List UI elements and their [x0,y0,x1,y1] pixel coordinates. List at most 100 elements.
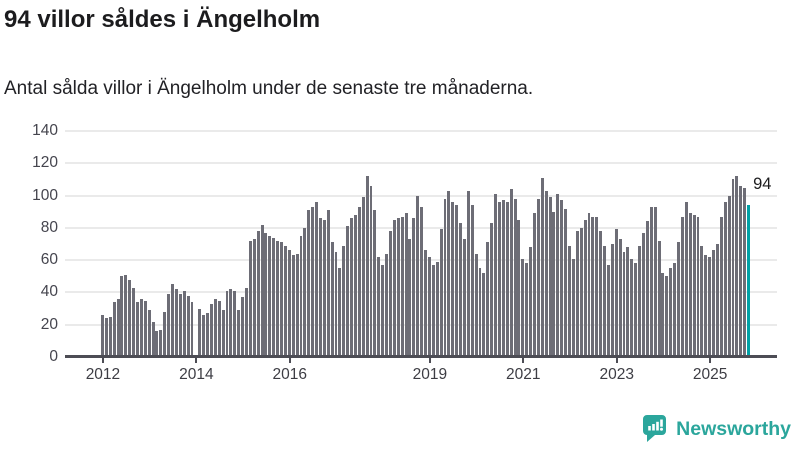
bar [614,229,618,357]
bar [688,213,692,357]
bar [478,268,482,357]
bar [295,253,299,357]
bar [700,245,704,357]
bar [365,176,369,357]
x-axis-label: 2014 [179,366,214,383]
chart-subtitle: Antal sålda villor i Ängelholm under de … [4,78,534,99]
plot-area: 94 [65,130,777,357]
bar [171,284,174,357]
bar [260,224,264,357]
bar [252,239,256,357]
bar [692,214,696,357]
bar [136,302,139,357]
bar [447,190,451,357]
bar [206,313,210,357]
bar [213,298,217,357]
bar [361,197,365,357]
bar [544,190,548,357]
bar [661,273,665,357]
bar [283,245,287,357]
bar [299,235,303,357]
bar [338,268,342,357]
bar [571,258,575,357]
bar [494,193,498,357]
bar [334,252,338,357]
x-axis-tick [428,358,431,363]
bar [174,289,178,357]
bar [108,316,112,357]
bar [622,252,626,357]
bar [431,265,435,357]
bar [198,308,202,357]
bar [404,213,408,357]
bar [104,318,108,357]
gridline [65,162,777,165]
bar [564,208,568,357]
bar [618,239,622,357]
bar [665,276,669,357]
bar [427,256,431,357]
x-axis-tick [195,358,198,363]
bar [498,202,501,357]
bar [599,231,603,357]
bar [727,195,731,357]
bar [443,198,447,357]
bar [482,273,486,357]
bar [466,190,470,357]
bar [128,279,132,357]
bar [311,206,315,357]
bar [533,213,536,357]
y-axis-label: 20 [40,315,58,333]
bar [529,247,533,357]
bar [221,310,225,357]
x-axis-tick [522,358,525,363]
bar [248,240,252,357]
bar [318,218,322,357]
bar [739,185,743,357]
bar [330,242,334,357]
bar [291,255,295,357]
x-axis-label: 2016 [272,366,307,383]
x-axis-label: 2019 [412,366,448,383]
bar [326,210,330,357]
x-axis-tick [288,358,291,363]
bar [470,205,474,357]
bar [147,310,151,357]
bar [673,263,677,357]
bar [735,176,739,357]
bar [241,297,245,357]
bar [342,245,346,357]
bar [474,253,478,357]
bar [416,195,420,357]
brand-logo: Newsworthy [643,415,791,443]
x-axis-tick [615,358,618,363]
bar [587,213,591,357]
bar [521,258,525,357]
bar [451,202,455,357]
bar [346,226,350,357]
brand-name: Newsworthy [676,417,791,440]
bar [455,205,459,357]
bar [525,263,529,357]
bar [389,231,392,357]
bar [178,294,182,357]
bar [233,290,237,357]
bar [677,242,680,357]
bar [536,198,540,357]
bar [280,242,283,357]
bar [412,218,416,357]
bar [132,287,136,357]
last-value-annotation: 94 [753,175,772,194]
bar [424,250,427,357]
bar [264,232,268,357]
bar [591,216,595,357]
x-axis-tick [101,358,104,363]
bar [186,295,190,357]
bar [381,265,385,357]
bar [101,315,104,357]
bar [669,268,673,357]
bar [645,221,649,357]
bar [743,187,747,357]
bar [408,239,412,357]
bar [548,197,552,357]
